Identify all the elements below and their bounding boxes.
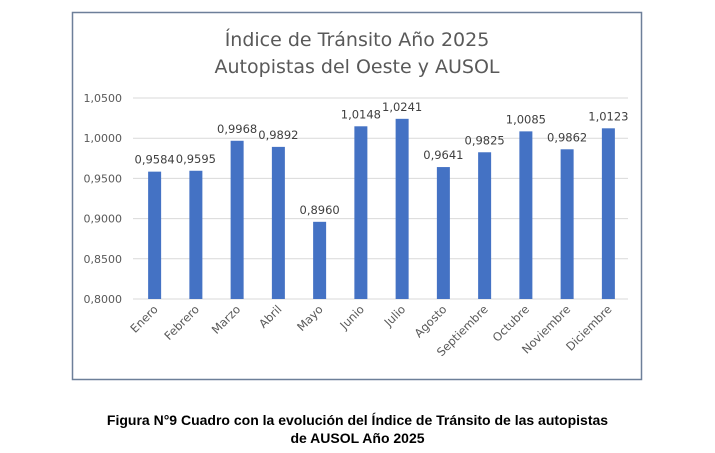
y-tick-label: 0,8000 bbox=[84, 293, 123, 306]
bar bbox=[519, 131, 533, 299]
y-tick-label: 0,8500 bbox=[84, 253, 123, 266]
bar bbox=[148, 171, 162, 299]
bar bbox=[354, 126, 368, 299]
data-label: 1,0123 bbox=[588, 109, 628, 123]
data-label: 1,0148 bbox=[341, 107, 381, 121]
data-label: 0,9825 bbox=[465, 133, 505, 147]
y-tick-label: 1,0500 bbox=[84, 92, 123, 105]
y-tick-label: 0,9000 bbox=[84, 213, 123, 226]
chart-title-line-1: Índice de Tránsito Año 2025 bbox=[225, 28, 490, 51]
bar bbox=[478, 152, 492, 299]
data-label: 0,9641 bbox=[423, 148, 463, 162]
data-label: 1,0085 bbox=[506, 112, 546, 126]
bar bbox=[601, 128, 615, 299]
y-tick-label: 0,9500 bbox=[84, 172, 123, 185]
data-label: 0,9968 bbox=[217, 122, 257, 136]
figure-caption-line-1: Figura N°9 Cuadro con la evolución del Í… bbox=[106, 412, 609, 428]
bar bbox=[560, 149, 574, 299]
bar bbox=[271, 146, 285, 299]
bar bbox=[313, 221, 327, 299]
bar bbox=[436, 167, 450, 299]
bar bbox=[230, 140, 244, 299]
data-label: 1,0241 bbox=[382, 100, 422, 114]
y-tick-label: 1,0000 bbox=[84, 132, 123, 145]
bar bbox=[189, 170, 203, 299]
chart-title-line-2: Autopistas del Oeste y AUSOL bbox=[215, 56, 500, 78]
data-label: 0,9862 bbox=[547, 130, 587, 144]
data-label: 0,9584 bbox=[135, 153, 175, 167]
figure-caption-line-2: de AUSOL Año 2025 bbox=[290, 430, 425, 446]
data-label: 0,9892 bbox=[258, 128, 298, 142]
bar bbox=[395, 118, 409, 299]
data-label: 0,8960 bbox=[300, 203, 340, 217]
data-label: 0,9595 bbox=[176, 152, 216, 166]
